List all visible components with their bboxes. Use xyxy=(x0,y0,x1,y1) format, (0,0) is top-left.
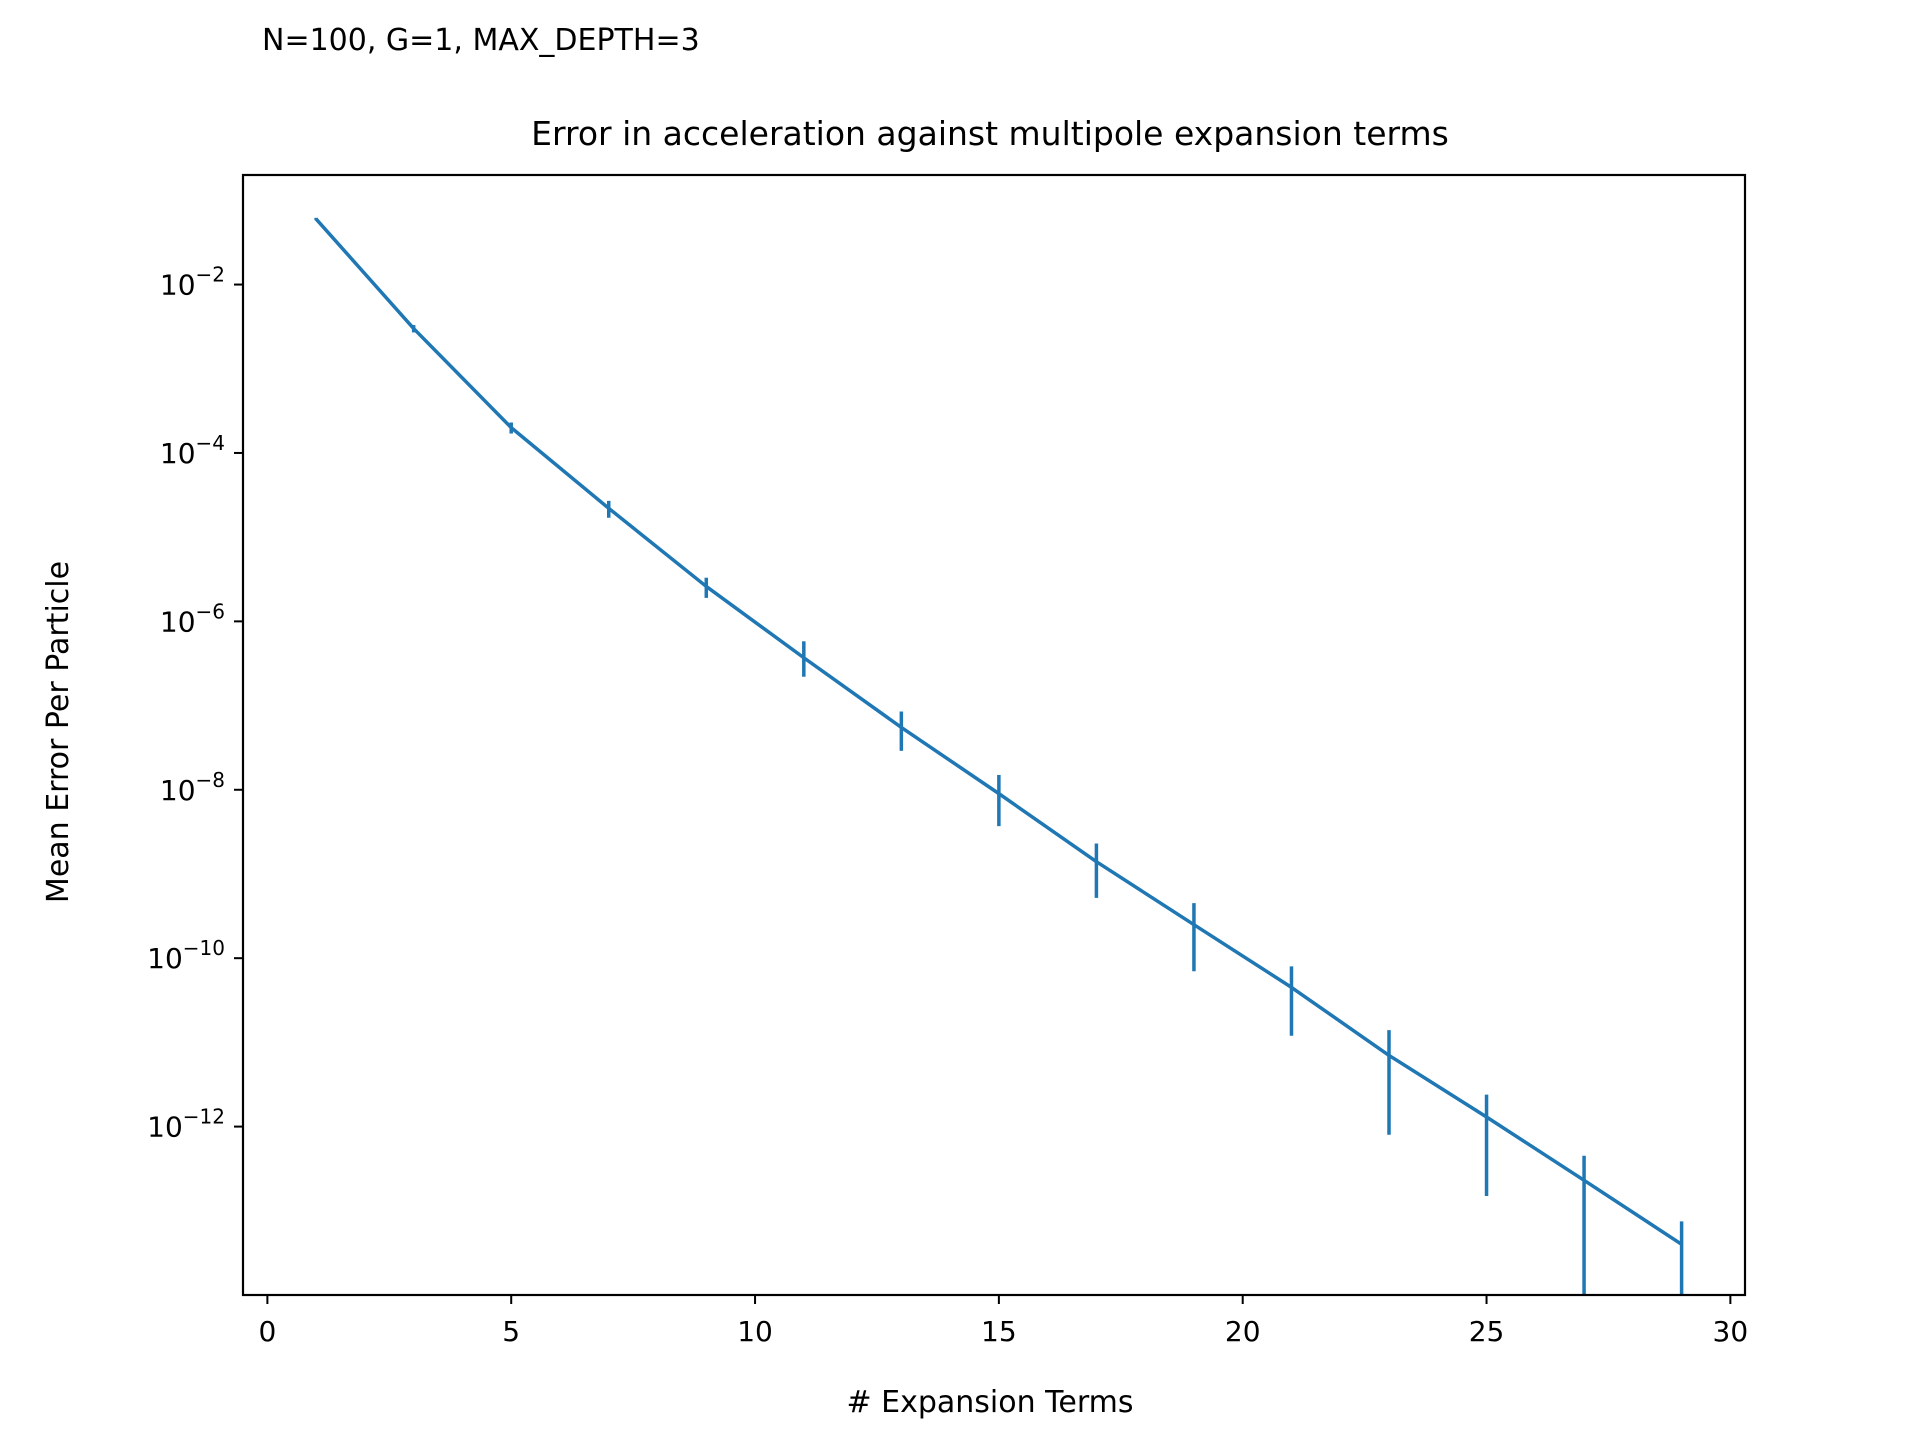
y-tick-exponent: −10 xyxy=(183,936,225,960)
y-tick-base: 10 xyxy=(160,269,196,302)
x-axis-label: # Expansion Terms xyxy=(846,1385,1133,1420)
series-line xyxy=(314,217,1683,1246)
y-tick-base: 10 xyxy=(160,605,196,638)
parameter-annotation: N=100, G=1, MAX_DEPTH=3 xyxy=(262,23,700,58)
y-tick-base: 10 xyxy=(160,437,196,470)
y-tick-label: 10−2 xyxy=(160,263,225,302)
x-tick-label: 30 xyxy=(1713,1315,1749,1348)
y-tick-label: 10−10 xyxy=(147,936,225,975)
y-tick-label: 10−6 xyxy=(160,599,225,638)
x-tick-label: 15 xyxy=(981,1315,1017,1348)
y-tick-exponent: −8 xyxy=(196,768,225,792)
y-tick-base: 10 xyxy=(160,774,196,807)
series-line-group xyxy=(314,217,1683,1246)
y-tick-exponent: −12 xyxy=(183,1105,225,1129)
y-tick-exponent: −2 xyxy=(196,263,225,287)
x-tick-label: 10 xyxy=(737,1315,773,1348)
y-tick-label: 10−8 xyxy=(160,768,225,807)
y-axis-label: Mean Error Per Particle xyxy=(41,561,76,903)
x-tick-label: 20 xyxy=(1225,1315,1261,1348)
x-tick-label: 5 xyxy=(502,1315,520,1348)
y-tick-label: 10−12 xyxy=(147,1105,225,1144)
y-tick-base: 10 xyxy=(147,1111,183,1144)
y-tick-exponent: −4 xyxy=(196,431,225,455)
y-tick-label: 10−4 xyxy=(160,431,225,470)
x-tick-label: 0 xyxy=(258,1315,276,1348)
x-tick-label: 25 xyxy=(1469,1315,1505,1348)
y-tick-base: 10 xyxy=(147,942,183,975)
chart-title: Error in acceleration against multipole … xyxy=(531,114,1449,153)
error-bars xyxy=(314,217,1684,1295)
y-tick-exponent: −6 xyxy=(196,599,225,623)
plot-area-frame xyxy=(241,173,1747,1297)
